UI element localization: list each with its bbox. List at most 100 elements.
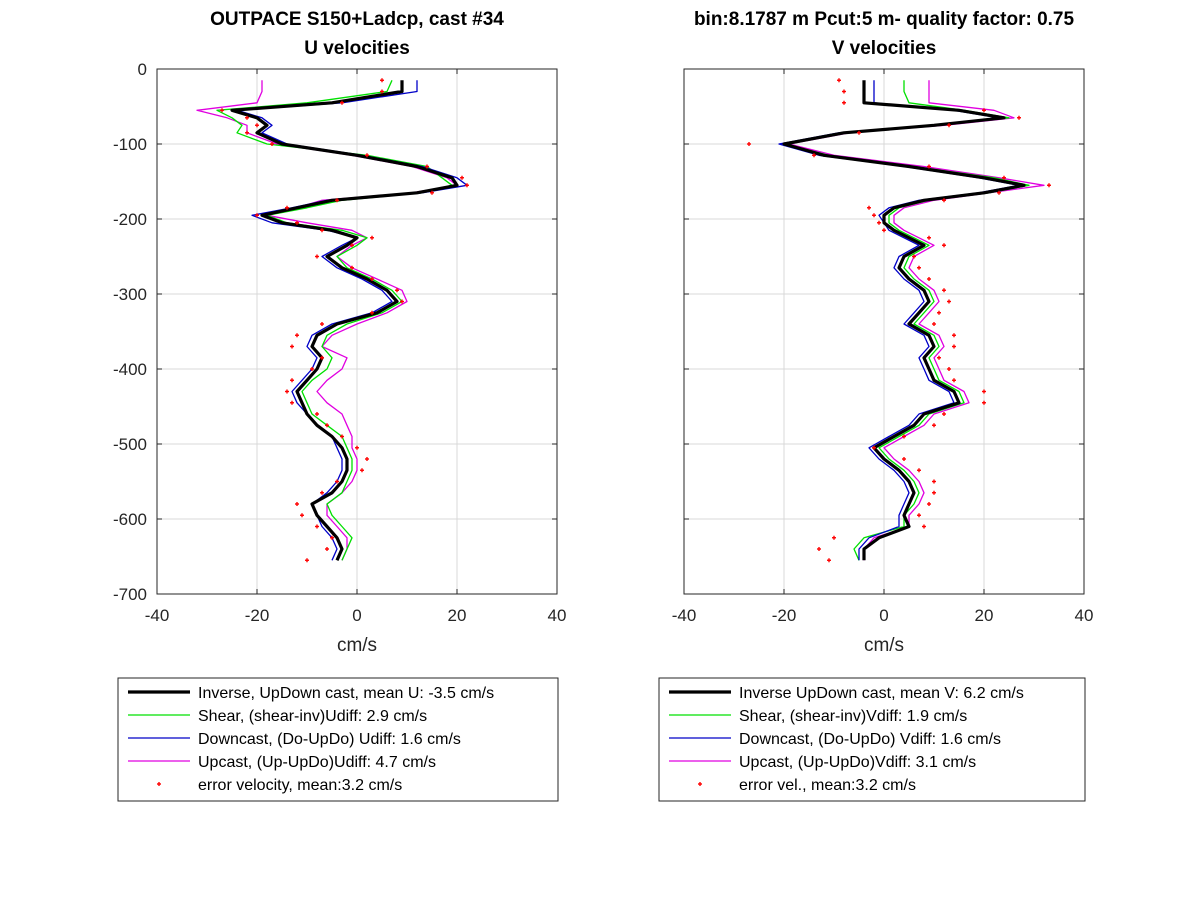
legend-error-label: error velocity, mean:3.2 cm/s (198, 777, 402, 794)
error-point (395, 288, 399, 293)
error-point (425, 164, 429, 169)
error-point (902, 457, 906, 461)
error-point (1002, 175, 1006, 180)
u-grid (156, 68, 558, 595)
error-point (320, 355, 324, 360)
error-point (872, 213, 876, 218)
x-tick-label: 0 (352, 606, 361, 625)
x-tick-label: -40 (145, 606, 170, 625)
error-point (365, 457, 369, 461)
v-series (747, 78, 1051, 563)
error-point (315, 524, 319, 529)
error-point (857, 130, 861, 135)
error-point (932, 322, 936, 326)
error-point (465, 183, 469, 188)
x-tick-label: 20 (975, 606, 994, 625)
error-point (330, 535, 334, 540)
error-point (917, 468, 921, 473)
x-tick-label: 20 (448, 606, 467, 625)
error-point (952, 344, 956, 349)
error-point (315, 254, 319, 259)
error-point (827, 558, 831, 563)
error-point (255, 213, 259, 218)
error-point (942, 198, 946, 203)
error-point (842, 89, 846, 94)
error-point (430, 190, 434, 195)
error-point (1017, 115, 1021, 120)
u-velocity-panel: OUTPACE S150+Ladcp, cast #34 U velocitie… (113, 9, 566, 656)
error-point (932, 479, 936, 484)
error-point (947, 299, 951, 304)
error-point (325, 423, 329, 428)
error-point (912, 254, 916, 259)
error-point (325, 547, 329, 551)
y-tick-label: -200 (113, 210, 147, 229)
error-point (927, 164, 931, 169)
y-tick-label: 0 (138, 60, 147, 79)
error-point (942, 288, 946, 293)
error-point (872, 445, 876, 450)
error-point (882, 228, 886, 233)
error-point (370, 277, 374, 281)
error-point (305, 558, 309, 563)
error-point (927, 235, 931, 240)
legend-shear-label: Shear, (shear-inv)Udiff: 2.9 cm/s (198, 708, 427, 725)
u-series (196, 78, 469, 563)
legend-downcast-label: Downcast, (Do-UpDo) Vdiff: 1.6 cm/s (739, 731, 1001, 748)
error-point (982, 389, 986, 394)
u-ticks: -40 -20 0 20 400-100-200-300-400-500-600-700 (113, 60, 566, 625)
error-point (255, 123, 259, 128)
error-point (400, 299, 404, 304)
legend-inverse-label: Inverse, UpDown cast, mean U: -3.5 cm/s (198, 685, 494, 702)
error-point (380, 78, 384, 83)
v-legend-box (658, 677, 1086, 802)
error-point (320, 228, 324, 233)
error-point (370, 235, 374, 240)
error-point (902, 434, 906, 439)
y-tick-label: -100 (113, 135, 147, 154)
error-point (927, 277, 931, 281)
error-point (320, 322, 324, 326)
error-point (245, 130, 249, 135)
u-x-axis-label: cm/s (337, 635, 377, 656)
error-point (460, 175, 464, 180)
error-point (295, 333, 299, 338)
u-panel-title: OUTPACE S150+Ladcp, cast #34 (210, 9, 504, 30)
error-point (270, 142, 274, 146)
error-point (937, 310, 941, 315)
error-point (982, 108, 986, 113)
error-point (932, 490, 936, 495)
error-point (335, 479, 339, 484)
legend-shear-label: Shear, (shear-inv)Vdiff: 1.9 cm/s (739, 708, 967, 725)
legend-error-marker (698, 782, 702, 786)
error-point (942, 412, 946, 416)
error-point (947, 123, 951, 128)
error-point (295, 502, 299, 506)
v-x-axis-label: cm/s (864, 635, 904, 656)
error-point (285, 205, 289, 210)
error-point (285, 389, 289, 394)
error-point (942, 243, 946, 248)
error-point (370, 310, 374, 315)
error-point (290, 378, 294, 383)
legend-error-label: error vel., mean:3.2 cm/s (739, 777, 916, 794)
y-tick-label: -500 (113, 435, 147, 454)
error-point (812, 153, 816, 158)
error-point (982, 400, 986, 405)
y-tick-label: -700 (113, 585, 147, 604)
legend-upcast-label: Upcast, (Up-UpDo)Vdiff: 3.1 cm/s (739, 754, 976, 771)
error-point (997, 190, 1001, 195)
error-point (817, 547, 821, 551)
error-point (877, 220, 881, 225)
u-legend: Inverse, UpDown cast, mean U: -3.5 cm/s S… (117, 677, 559, 802)
error-point (932, 423, 936, 428)
error-point (340, 434, 344, 439)
error-point (837, 78, 841, 83)
error-point (922, 524, 926, 529)
legend-downcast-label: Downcast, (Do-UpDo) Udiff: 1.6 cm/s (198, 731, 461, 748)
u-legend-box (117, 677, 559, 802)
inverse-line (230, 80, 459, 561)
x-tick-label: 0 (879, 606, 888, 625)
v-legend: Inverse UpDown cast, mean V: 6.2 cm/s She… (658, 677, 1086, 802)
legend-upcast-label: Upcast, (Up-UpDo)Udiff: 4.7 cm/s (198, 754, 436, 771)
